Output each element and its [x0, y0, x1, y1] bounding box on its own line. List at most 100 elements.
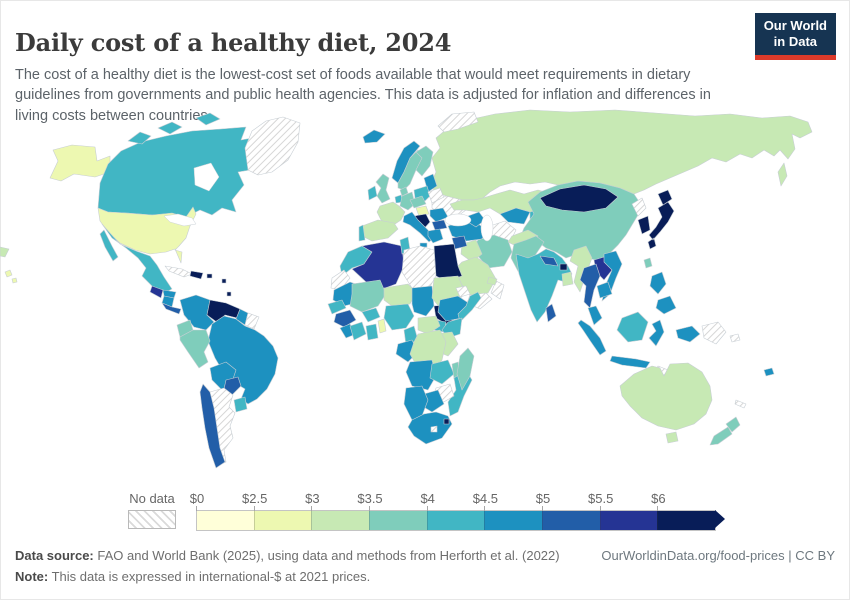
country-zambia[interactable]: [429, 359, 455, 385]
country-lesser-antilles[interactable]: [221, 278, 232, 297]
country-mali[interactable]: [349, 279, 387, 313]
no-data-swatch[interactable]: [128, 510, 176, 529]
country-indonesia-java[interactable]: [609, 355, 651, 369]
country-uruguay[interactable]: [233, 396, 248, 413]
country-taiwan[interactable]: [643, 257, 653, 269]
country-venezuela[interactable]: [206, 299, 241, 324]
country-south-korea[interactable]: [637, 215, 651, 235]
country-paraguay[interactable]: [223, 376, 242, 396]
owid-link[interactable]: OurWorldinData.org/food-prices | CC BY: [601, 548, 835, 563]
country-russia-chukotka[interactable]: [0, 246, 10, 258]
country-hungary[interactable]: [415, 205, 430, 217]
country-colombia[interactable]: [179, 294, 215, 331]
country-new-caledonia[interactable]: [734, 399, 747, 409]
legend-bin-$3–$3.5[interactable]: $3: [305, 491, 370, 530]
country-russia-sakhalin[interactable]: [777, 162, 788, 187]
country-austria-czech[interactable]: [409, 195, 427, 209]
country-south-africa[interactable]: [407, 411, 453, 445]
country-australia[interactable]: [619, 362, 713, 431]
country-chile[interactable]: [199, 383, 226, 469]
country-puerto-rico[interactable]: [206, 273, 213, 279]
country-germany[interactable]: [399, 191, 416, 211]
country-greenland[interactable]: [244, 116, 301, 176]
country-canada-arctic1[interactable]: [127, 131, 152, 145]
country-uzbekistan[interactable]: [499, 207, 531, 225]
country-senegal[interactable]: [327, 299, 347, 315]
country-bhutan[interactable]: [559, 263, 568, 271]
country-solomon-islands[interactable]: [729, 333, 741, 343]
country-lesotho[interactable]: [430, 425, 438, 433]
country-uae[interactable]: [486, 276, 498, 286]
country-philippines[interactable]: [649, 271, 677, 315]
country-angola[interactable]: [405, 359, 437, 391]
country-peru[interactable]: [179, 329, 211, 369]
country-somalia[interactable]: [457, 291, 482, 323]
country-canada-arctic2[interactable]: [157, 121, 183, 135]
country-cambodia[interactable]: [596, 281, 613, 299]
country-haiti-dominican[interactable]: [189, 270, 204, 280]
country-papua-new-guinea[interactable]: [701, 321, 727, 345]
country-canada-arctic3[interactable]: [195, 112, 221, 126]
country-north-korea[interactable]: [631, 197, 647, 217]
country-italy-sicily[interactable]: [419, 242, 428, 248]
legend-bin-$4–$4.5[interactable]: $4: [420, 491, 485, 530]
legend-bin-$3.5–$4[interactable]: $3.5: [357, 491, 427, 530]
country-mongolia[interactable]: [539, 184, 619, 213]
country-cuba[interactable]: [164, 265, 193, 278]
country-guatemala[interactable]: [149, 285, 164, 299]
country-canada[interactable]: [97, 126, 259, 218]
country-eritrea[interactable]: [455, 285, 471, 298]
country-romania[interactable]: [429, 207, 449, 223]
legend-bin-$5.5–$6[interactable]: $5.5: [588, 491, 658, 530]
legend-bin-$0–$2.5[interactable]: $0: [190, 491, 254, 530]
country-finland[interactable]: [415, 145, 434, 177]
country-oman[interactable]: [490, 280, 505, 300]
country-russia[interactable]: [429, 109, 813, 201]
country-malaysia[interactable]: [587, 305, 603, 326]
country-ireland[interactable]: [367, 185, 378, 201]
country-indonesia-sulawesi[interactable]: [648, 319, 665, 347]
legend-bin-$6+[interactable]: $6: [651, 491, 716, 530]
country-indonesia-borneo[interactable]: [616, 311, 649, 343]
legend-bin-$4.5–$5[interactable]: $4.5: [473, 491, 543, 530]
country-japan[interactable]: [647, 189, 675, 250]
country-bulgaria[interactable]: [431, 219, 448, 231]
owid-logo[interactable]: Our World in Data: [754, 13, 836, 60]
country-alaska[interactable]: [49, 144, 111, 182]
country-new-zealand[interactable]: [709, 416, 741, 446]
country-burkina-faso[interactable]: [361, 307, 381, 323]
country-madagascar[interactable]: [456, 347, 475, 391]
country-niger[interactable]: [383, 283, 417, 307]
country-ghana[interactable]: [365, 323, 379, 341]
country-libya[interactable]: [401, 245, 437, 291]
country-australia-tasmania[interactable]: [665, 431, 679, 444]
country-cote-divoire[interactable]: [349, 321, 367, 341]
country-bangladesh[interactable]: [561, 271, 574, 287]
country-fiji[interactable]: [763, 367, 775, 377]
legend-bin-$5–$5.5[interactable]: $5: [536, 491, 600, 530]
country-iceland[interactable]: [362, 129, 386, 144]
country-nigeria[interactable]: [383, 303, 415, 331]
legend-bin-$2.5–$3[interactable]: $2.5: [242, 491, 312, 530]
country-sri-lanka[interactable]: [545, 303, 557, 323]
country-chad[interactable]: [411, 285, 435, 317]
country-indonesia-sumatra[interactable]: [577, 319, 607, 356]
country-guinea[interactable]: [333, 309, 357, 328]
country-greece[interactable]: [427, 228, 444, 244]
country-costa-rica-panama[interactable]: [161, 302, 182, 315]
country-egypt[interactable]: [433, 243, 463, 282]
country-central-african-republic[interactable]: [417, 315, 441, 335]
country-indonesia-papua[interactable]: [675, 325, 701, 343]
country-svalbard[interactable]: [437, 111, 479, 133]
country-western-sahara[interactable]: [330, 269, 351, 291]
country-spain[interactable]: [361, 219, 399, 242]
country-nepal[interactable]: [539, 255, 559, 267]
country-mexico-baja[interactable]: [99, 229, 119, 262]
country-myanmar[interactable]: [569, 245, 593, 293]
country-suriname[interactable]: [244, 312, 260, 330]
country-benin-togo[interactable]: [377, 318, 387, 334]
country-eswatini[interactable]: [443, 418, 450, 425]
country-france[interactable]: [376, 201, 406, 227]
country-denmark[interactable]: [399, 186, 409, 197]
country-uk[interactable]: [375, 173, 391, 204]
